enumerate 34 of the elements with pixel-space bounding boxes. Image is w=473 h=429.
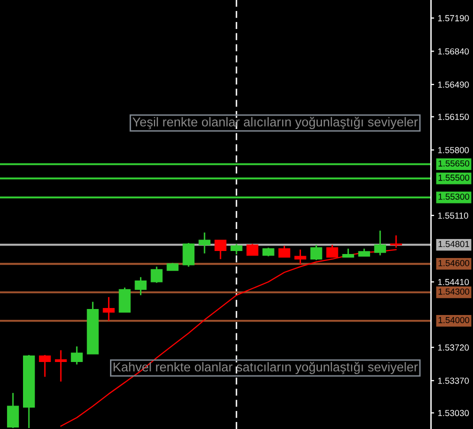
candlestick	[214, 239, 226, 260]
candlestick	[150, 266, 163, 284]
y-tick-label: 1.54410	[438, 278, 469, 286]
candlestick	[118, 286, 131, 313]
ref-line-label: 1.54000	[438, 316, 470, 324]
y-tick-label: 1.57190	[438, 15, 469, 22]
ref-line-label: 1.55500	[438, 174, 470, 181]
y-tick-label: 1.56840	[438, 48, 469, 55]
candlestick	[102, 296, 115, 322]
candlestick	[54, 350, 67, 382]
candlestick	[278, 245, 290, 258]
candlestick	[230, 243, 242, 256]
candlestick	[310, 244, 322, 261]
candlestick	[38, 354, 51, 378]
y-tick-label: 1.55110	[438, 212, 468, 219]
candlestick	[374, 230, 386, 256]
candlestick	[182, 242, 194, 268]
ref-line-label: 1.55300	[438, 194, 470, 200]
candlestick	[246, 243, 258, 256]
candlestick	[7, 392, 19, 429]
ref-line-label: 1.54300	[438, 288, 470, 295]
ref-line-label: 1.54801	[438, 240, 470, 248]
ref-line-label: 1.55650	[438, 160, 470, 167]
annotation: Yeşil renkte olanlar alıcıların yoğunlaştığı seviyeler	[132, 116, 418, 130]
y-tick-label: 1.55800	[438, 147, 469, 154]
candlestick	[70, 346, 83, 366]
candlestick	[134, 276, 147, 296]
candlestick	[198, 232, 210, 254]
y-tick-label: 1.56150	[438, 114, 469, 120]
y-tick-label: 1.53370	[438, 378, 469, 384]
y-tick-label: 1.53720	[438, 344, 469, 351]
y-tick-label: 1.53030	[438, 410, 469, 416]
ref-line-label: 1.54600	[438, 260, 470, 266]
y-tick-label: 1.56490	[438, 82, 469, 88]
